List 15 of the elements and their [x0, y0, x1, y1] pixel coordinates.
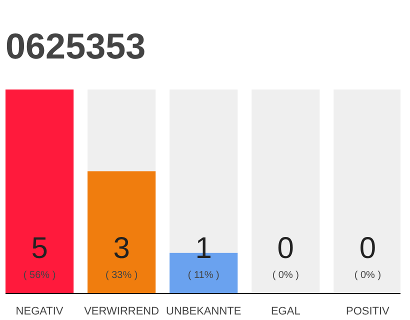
annotation: 0 [359, 232, 376, 265]
x-tick-label: VERWIRREND [84, 306, 160, 318]
data-label: 3 [113, 232, 130, 265]
annotation: ( 11% ) [188, 270, 220, 281]
x-tick-label: UNBEKANNTE [166, 306, 242, 318]
data-label: 5 [31, 232, 48, 265]
annotation: 0 [277, 232, 294, 265]
annotation: ( 0% ) [354, 270, 382, 281]
annotation: ( 56% ) [23, 270, 56, 281]
annotation: ( 0% ) [272, 270, 299, 281]
x-tick-label: POSITIV [346, 306, 390, 318]
x-tick-label: NEGATIV [16, 306, 64, 318]
annotation: ( 33% ) [105, 270, 138, 281]
x-tick-label: EGAL [270, 306, 300, 318]
chart-title: 0625353 [6, 26, 146, 66]
